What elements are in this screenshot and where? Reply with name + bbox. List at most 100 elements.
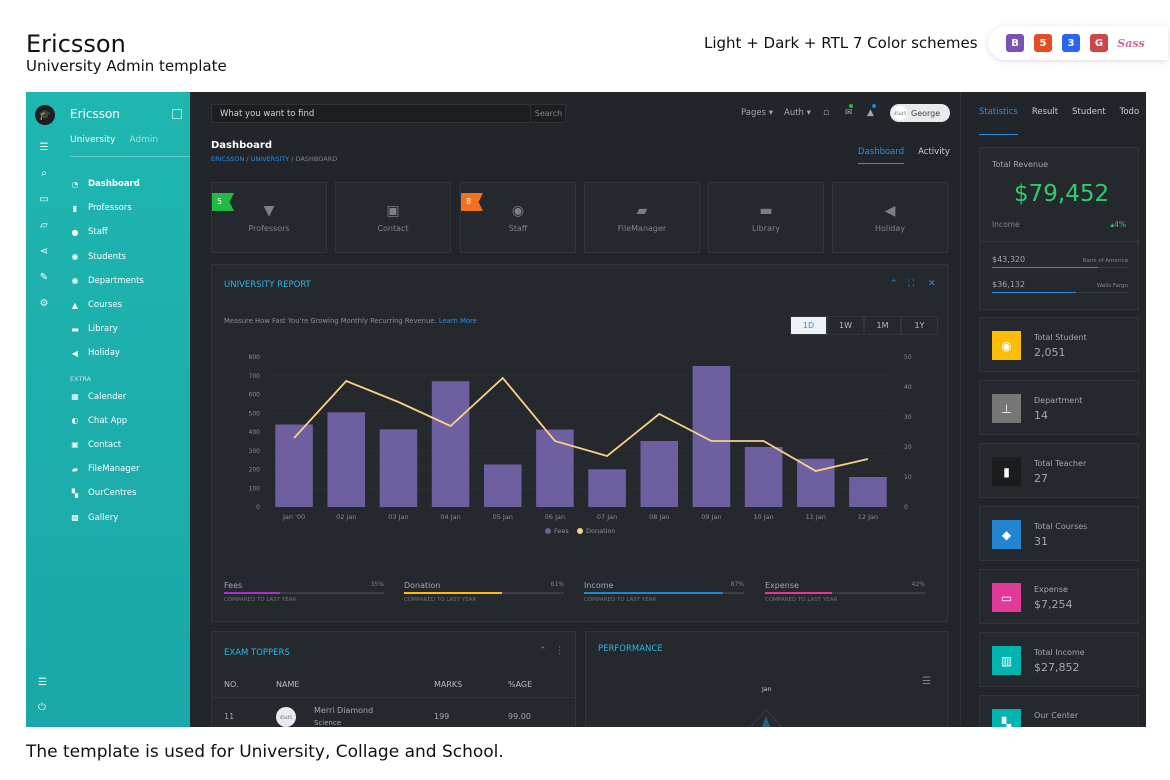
- collapse-icon[interactable]: ⌃: [890, 279, 898, 289]
- card-library[interactable]: ▬ Library: [708, 182, 824, 253]
- stat-card-our-center[interactable]: ▚ Our Center: [979, 695, 1139, 727]
- bank-row: $43,320 Bank of America: [992, 255, 1128, 268]
- grid-icon[interactable]: [172, 109, 182, 119]
- x-tick-label: 03 Jan: [388, 513, 408, 521]
- document-icon[interactable]: ▫: [823, 108, 830, 118]
- sidebar-item-departments[interactable]: ◉ Departments: [71, 275, 144, 286]
- search-button[interactable]: Search: [530, 104, 566, 123]
- stat-fill: [404, 592, 502, 594]
- stat-track: [224, 592, 384, 594]
- sidebar-item-calender[interactable]: ▦ Calender: [71, 391, 127, 402]
- list-icon[interactable]: ☰: [38, 677, 47, 688]
- right-tabs: Statistics Result Student Todo: [979, 107, 1139, 135]
- tab-todo[interactable]: Todo: [1119, 107, 1140, 117]
- feather-icon[interactable]: ✎: [39, 272, 49, 283]
- stat-compare: COMPARED TO LAST YEAR: [584, 597, 657, 603]
- tab-dashboard[interactable]: Dashboard: [858, 147, 905, 164]
- stat-card-value: $27,852: [1034, 661, 1080, 674]
- users-icon: ◉: [71, 252, 79, 262]
- sidebar-item-professors[interactable]: ▮ Professors: [70, 196, 190, 220]
- stat-track: [584, 592, 744, 594]
- user-menu[interactable]: 45x45 George: [890, 104, 950, 122]
- sidebar-item-contact[interactable]: ▣ Contact: [71, 439, 122, 450]
- promo-title: Ericsson: [26, 30, 126, 58]
- tab-university[interactable]: University: [70, 135, 116, 145]
- card-contact[interactable]: ▣ Contact: [335, 182, 451, 253]
- search-input[interactable]: What you want to find: [211, 104, 566, 123]
- learn-more-link[interactable]: Learn More: [438, 317, 477, 325]
- y-right-tick-label: 0: [904, 504, 908, 511]
- mail-icon[interactable]: ✉: [845, 108, 853, 118]
- stat-fees: Fees 35% COMPARED TO LAST YEAR: [224, 581, 384, 603]
- stat-name: Expense: [765, 581, 799, 590]
- tab-activity[interactable]: Activity: [918, 147, 950, 157]
- stat-card-total-student[interactable]: ◉ Total Student 2,051: [979, 317, 1139, 372]
- sidebar-item-staff[interactable]: ● Staff: [71, 227, 108, 238]
- range-1y-button[interactable]: 1Y: [901, 316, 938, 335]
- row-name[interactable]: Merri Diamond: [314, 706, 374, 715]
- search-icon[interactable]: ⌕: [41, 168, 47, 179]
- stat-card-total-teacher[interactable]: ▮ Total Teacher 27: [979, 443, 1139, 498]
- tab-admin[interactable]: Admin: [129, 135, 159, 145]
- card-filemanager[interactable]: ▰ FileManager: [584, 182, 700, 253]
- stat-card-total-courses[interactable]: ◆ Total Courses 31: [979, 506, 1139, 561]
- user-name: George: [911, 108, 941, 118]
- sidebar-item-library[interactable]: ▬ Library: [71, 324, 118, 335]
- report-description: Measure How Fast You're Growing Monthly …: [224, 317, 477, 325]
- bank-row: $36,132 Wells Fargo: [992, 280, 1128, 293]
- range-1d-button[interactable]: 1D: [790, 316, 827, 335]
- auth-menu[interactable]: Auth ▾: [784, 108, 811, 118]
- sidebar-item-gallery[interactable]: ▩ Gallery: [71, 512, 119, 523]
- folder-icon[interactable]: ▱: [40, 220, 48, 231]
- sidebar-item-holiday[interactable]: ◀ Holiday: [71, 348, 120, 359]
- tab-result[interactable]: Result: [1031, 107, 1059, 117]
- tab-student[interactable]: Student: [1072, 107, 1106, 117]
- breadcrumb-ericsson[interactable]: ERICSSON: [211, 155, 245, 163]
- stat-card-label: Total Income: [1034, 648, 1085, 657]
- sidebar-item-filemanager[interactable]: ▰ FileManager: [71, 464, 140, 475]
- bullhorn-icon: ◀: [71, 348, 79, 358]
- sidebar-item-chat-app[interactable]: ◐ Chat App: [71, 415, 128, 426]
- fullscreen-icon[interactable]: ⛶: [908, 279, 915, 289]
- brand-name[interactable]: Ericsson: [70, 107, 120, 121]
- range-1w-button[interactable]: 1W: [827, 316, 864, 335]
- power-icon[interactable]: ⏻: [38, 702, 46, 713]
- card-professors[interactable]: 5 ▼ Professors: [211, 182, 327, 253]
- avatar: 45x45: [276, 707, 296, 727]
- card-holiday[interactable]: ◀ Holiday: [832, 182, 948, 253]
- sidebar-item-students[interactable]: ◉ Students: [71, 251, 126, 262]
- close-icon[interactable]: ✕: [928, 279, 936, 289]
- tab-statistics[interactable]: Statistics: [979, 107, 1018, 135]
- x-tick-label: 09 Jan: [701, 513, 721, 521]
- bell-icon[interactable]: ▲: [867, 108, 874, 118]
- radar-axis-label: Jan: [762, 686, 772, 693]
- x-tick-label: 07 Jan: [597, 513, 617, 521]
- bar-fees: [849, 477, 887, 507]
- bank-amount: $36,132: [992, 280, 1026, 289]
- stat-card-value: 31: [1034, 535, 1048, 548]
- sidebar-icon-rail: ☰ ⌕ ▭ ▱ ⋖ ✎ ⚙: [36, 140, 52, 322]
- menu-icon[interactable]: ☰: [39, 142, 49, 153]
- collapse-icon[interactable]: ⌃: [539, 646, 547, 656]
- gear-icon[interactable]: ⚙: [39, 298, 49, 309]
- sidebar-item-ourcentres[interactable]: ▚ OurCentres: [71, 488, 137, 499]
- card-staff[interactable]: 8 ◉ Staff: [460, 182, 576, 253]
- radar-grid: [749, 709, 783, 727]
- contact-book-icon: ▣: [386, 202, 400, 219]
- radar-chart: [749, 709, 783, 727]
- sidebar-item-dashboard[interactable]: ◔ Dashboard: [71, 179, 140, 190]
- graduation-cap-icon[interactable]: 🎓: [35, 105, 55, 125]
- stat-card-label: Department: [1034, 396, 1083, 405]
- share-icon[interactable]: ⋖: [39, 246, 49, 257]
- inbox-icon[interactable]: ▭: [39, 194, 49, 205]
- calendar-icon: ▦: [71, 392, 79, 402]
- stat-card-department[interactable]: ⊥ Department 14: [979, 380, 1139, 435]
- sidebar-item-courses[interactable]: ▲ Courses: [71, 300, 123, 311]
- stat-card-expense[interactable]: ▭ Expense $7,254: [979, 569, 1139, 624]
- pages-menu[interactable]: Pages ▾: [741, 108, 773, 118]
- menu-icon[interactable]: ☰: [922, 676, 931, 687]
- breadcrumb-university[interactable]: UNIVERSITY: [250, 155, 290, 163]
- stat-card-total-income[interactable]: ▥ Total Income $27,852: [979, 632, 1139, 687]
- more-icon[interactable]: ⋮: [555, 646, 564, 656]
- range-1m-button[interactable]: 1M: [864, 316, 901, 335]
